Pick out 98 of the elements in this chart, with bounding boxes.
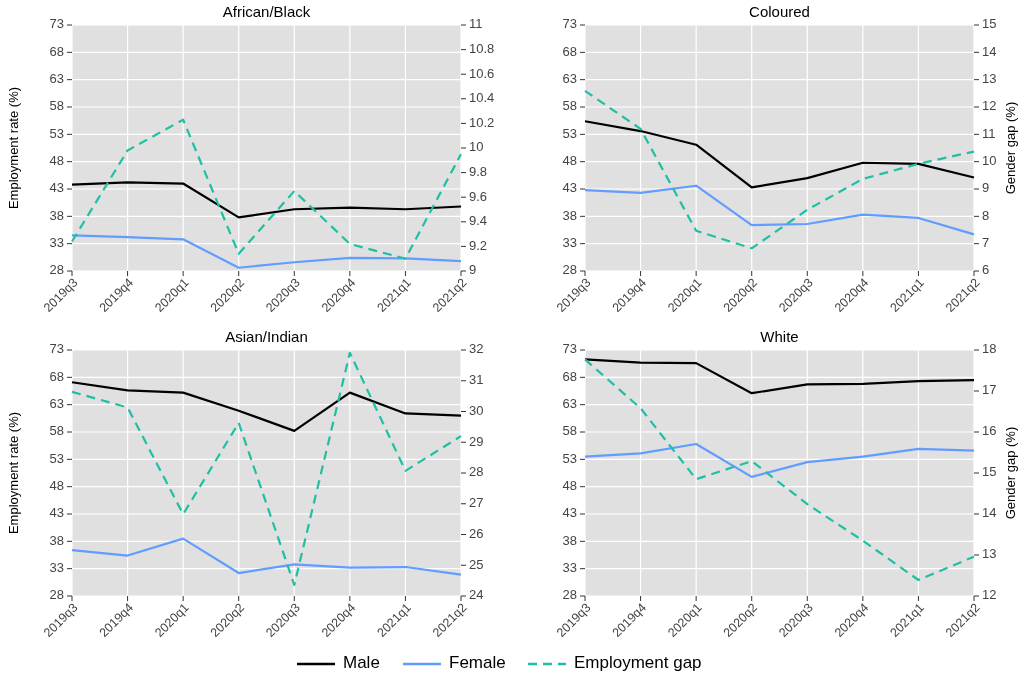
y2-tick-label: 15 — [982, 464, 997, 480]
y2-tick-label: 10.4 — [469, 90, 495, 106]
y-tick-label: 33 — [49, 560, 64, 576]
y-tick-label: 38 — [49, 532, 64, 548]
line-series — [583, 120, 976, 189]
y2-tick-label: 25 — [469, 556, 484, 572]
y-tick-label: 63 — [49, 396, 64, 412]
line-series — [583, 358, 976, 582]
y-tick-label: 43 — [562, 505, 577, 521]
line-series — [583, 89, 976, 250]
chart-title: African/Black — [222, 3, 311, 20]
y-tick-label: 68 — [49, 43, 64, 59]
y2-tick-label: 26 — [469, 525, 484, 541]
y-tick-label: 33 — [562, 235, 577, 251]
y-tick-label: 43 — [49, 180, 64, 196]
y2-tick-label: 27 — [469, 495, 484, 511]
y2-tick-label: 9.8 — [469, 164, 488, 180]
y2-tick-label: 8 — [982, 207, 990, 223]
y-tick-label: 48 — [562, 478, 577, 494]
y2-tick-label: 29 — [469, 433, 484, 449]
y-tick-label: 58 — [562, 423, 577, 439]
y2-tick-label: 12 — [982, 98, 997, 114]
y-tick-label: 28 — [562, 262, 577, 278]
y-tick-label: 53 — [562, 450, 577, 466]
line-series — [70, 537, 463, 576]
line-series — [583, 184, 976, 236]
line-series — [583, 442, 976, 478]
y2-tick-label: 24 — [469, 587, 484, 603]
y-tick-label: 48 — [49, 153, 64, 169]
y-tick-label: 38 — [562, 207, 577, 223]
y2-axis-title: Gender gap (%) — [1003, 426, 1018, 520]
y-tick-label: 68 — [49, 368, 64, 384]
y2-tick-label: 12 — [982, 587, 997, 603]
legend-label: Female — [449, 653, 506, 673]
y2-tick-label: 15 — [982, 16, 997, 32]
y-tick-label: 58 — [49, 98, 64, 114]
y-axis-title: Employment rate (%) — [6, 411, 21, 535]
line-series — [70, 181, 463, 219]
line-series — [70, 381, 463, 433]
y-tick-label: 28 — [49, 262, 64, 278]
y-tick-label: 43 — [562, 180, 577, 196]
y-tick-label: 48 — [49, 478, 64, 494]
y-tick-label: 73 — [562, 16, 577, 32]
y-tick-label: 73 — [49, 16, 64, 32]
y-tick-label: 43 — [49, 505, 64, 521]
y-tick-label: 73 — [562, 341, 577, 357]
y-tick-label: 58 — [49, 423, 64, 439]
chart-title: Coloured — [749, 3, 810, 20]
y2-tick-label: 9.2 — [469, 237, 488, 253]
y2-tick-label: 9.4 — [469, 213, 488, 229]
legend-label: Male — [343, 653, 380, 673]
y2-tick-label: 14 — [982, 505, 997, 521]
y-tick-label: 33 — [49, 235, 64, 251]
y2-tick-label: 10 — [469, 139, 484, 155]
y-tick-label: 53 — [49, 125, 64, 141]
y-tick-label: 68 — [562, 368, 577, 384]
chart-title: White — [760, 328, 799, 345]
y2-tick-label: 13 — [982, 71, 997, 87]
y-tick-label: 73 — [49, 341, 64, 357]
y2-tick-label: 9.6 — [469, 188, 488, 204]
y2-tick-label: 11 — [982, 125, 996, 141]
y-tick-label: 38 — [49, 207, 64, 223]
y2-tick-label: 17 — [982, 382, 997, 398]
y-tick-label: 28 — [49, 587, 64, 603]
y-tick-label: 58 — [562, 98, 577, 114]
y2-tick-label: 18 — [982, 341, 997, 357]
y-axis-title: Employment rate (%) — [6, 86, 21, 210]
line-series — [70, 118, 463, 260]
y2-tick-label: 7 — [982, 235, 990, 251]
y2-tick-label: 9 — [469, 262, 477, 278]
y-tick-label: 28 — [562, 587, 577, 603]
y2-tick-label: 10.8 — [469, 41, 495, 57]
chart-title: Asian/Indian — [225, 328, 308, 345]
y-tick-label: 68 — [562, 43, 577, 59]
y2-tick-label: 16 — [982, 423, 997, 439]
y2-tick-label: 9 — [982, 180, 990, 196]
y2-axis-title: Gender gap (%) — [1003, 101, 1018, 195]
y2-tick-label: 13 — [982, 546, 997, 562]
y2-tick-label: 10 — [982, 153, 997, 169]
y2-tick-label: 31 — [469, 372, 484, 388]
y2-tick-label: 28 — [469, 464, 484, 480]
y-tick-label: 53 — [562, 125, 577, 141]
y2-tick-label: 30 — [469, 402, 484, 418]
y-tick-label: 63 — [49, 71, 64, 87]
y2-tick-label: 6 — [982, 262, 990, 278]
y-tick-label: 63 — [562, 71, 577, 87]
y-tick-label: 63 — [562, 396, 577, 412]
y-tick-label: 33 — [562, 560, 577, 576]
y-tick-label: 38 — [562, 532, 577, 548]
y2-tick-label: 11 — [469, 16, 483, 32]
line-series — [583, 358, 976, 395]
y2-tick-label: 10.2 — [469, 114, 495, 130]
y-tick-label: 53 — [49, 450, 64, 466]
legend-label: Employment gap — [574, 653, 702, 673]
y2-tick-label: 14 — [982, 43, 997, 59]
y2-tick-label: 10.6 — [469, 65, 495, 81]
y2-tick-label: 32 — [469, 341, 484, 357]
y-tick-label: 48 — [562, 153, 577, 169]
